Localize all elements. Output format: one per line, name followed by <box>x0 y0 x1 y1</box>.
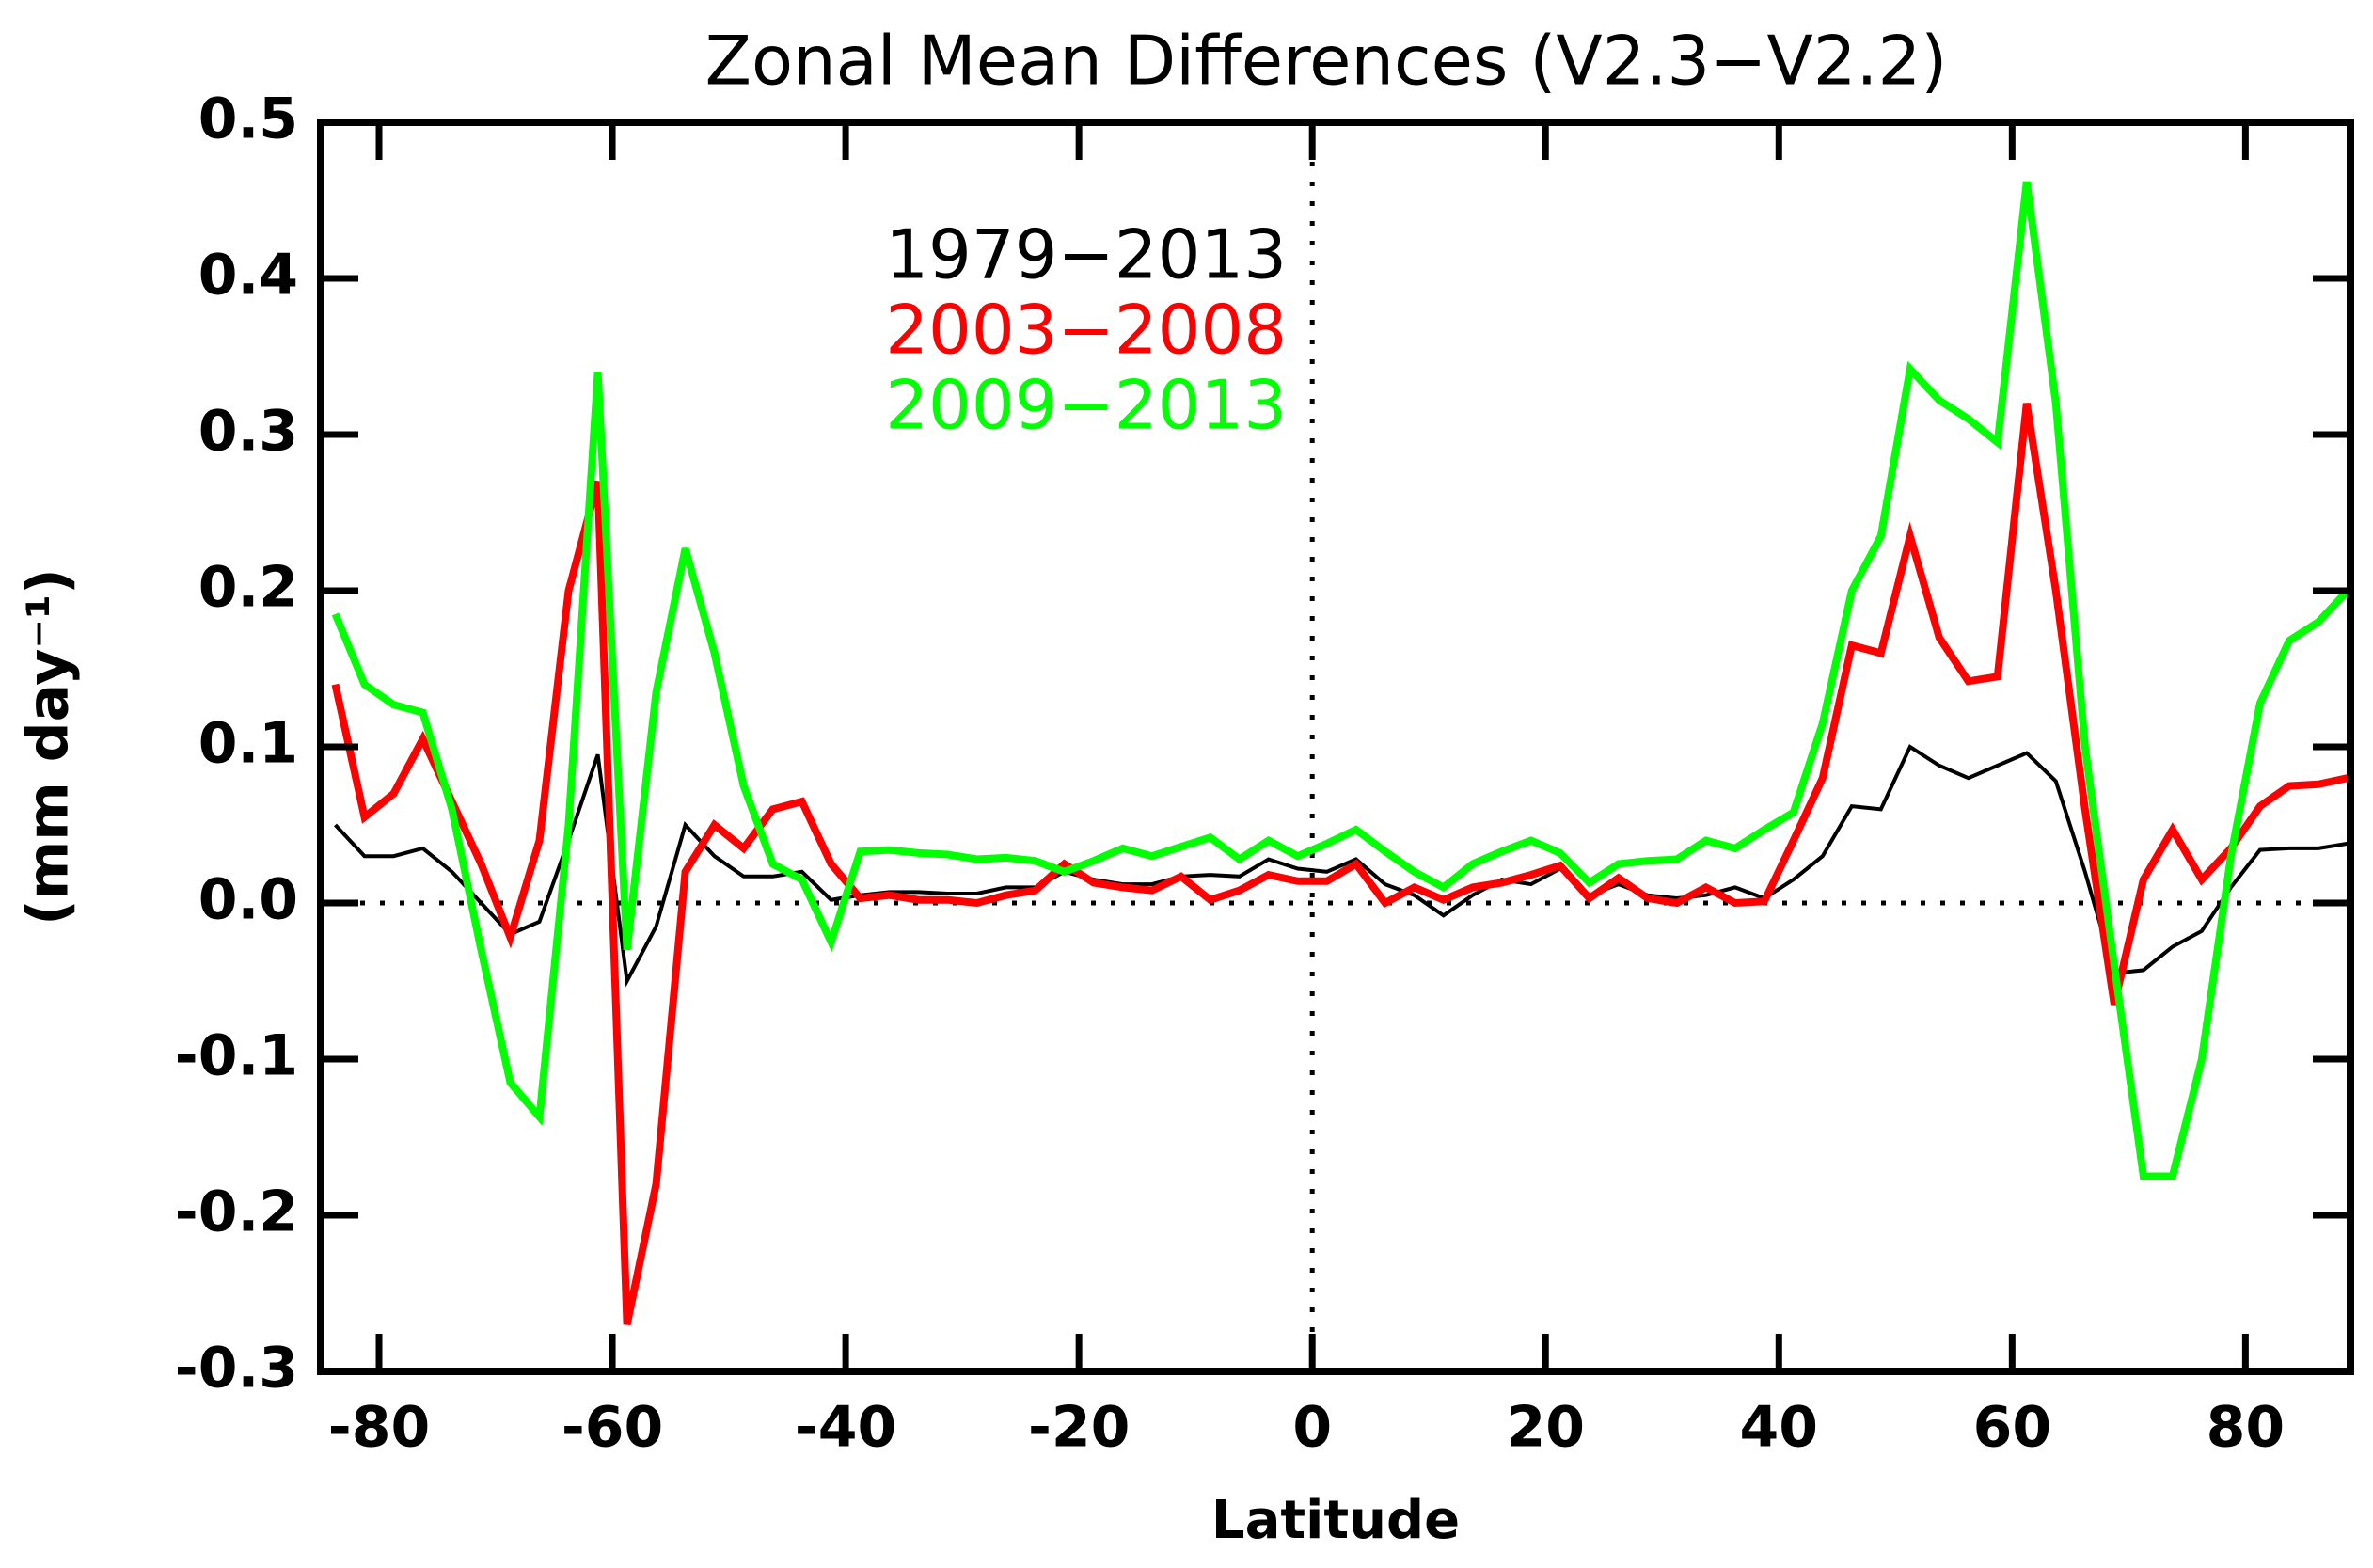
y-tick-label: -0.1 <box>175 1023 298 1089</box>
x-tick-label: 40 <box>1740 1395 1819 1461</box>
legend-entry: 1979−2013 <box>885 215 1287 294</box>
data-line <box>331 403 2349 1326</box>
y-tick-label: 0.5 <box>198 87 298 152</box>
y-tick-label: -0.3 <box>175 1336 298 1402</box>
x-tick-label: 0 <box>1292 1395 1332 1461</box>
chart-title: Zonal Mean Differences (V2.3−V2.2) <box>705 22 1948 101</box>
x-tick-label: -80 <box>328 1395 430 1461</box>
data-line <box>331 181 2350 1180</box>
y-tick-label: 0.2 <box>198 555 298 621</box>
x-tick-label: 20 <box>1506 1395 1585 1461</box>
x-tick-label: 80 <box>2207 1395 2286 1461</box>
y-tick-label: 0.4 <box>198 243 298 309</box>
y-tick-label: 0.1 <box>198 711 298 777</box>
x-tick-label: -40 <box>795 1395 896 1461</box>
x-axis-label: Latitude <box>1211 1490 1460 1551</box>
legend-entry: 2003−2008 <box>885 291 1287 370</box>
data-line <box>334 744 2349 988</box>
y-axis-label: (mm day⁻¹) <box>16 568 82 925</box>
y-tick-label: -0.2 <box>175 1180 298 1245</box>
x-tick-label: -20 <box>1028 1395 1130 1461</box>
y-tick-label: 0.0 <box>198 867 298 933</box>
x-tick-label: -60 <box>562 1395 663 1461</box>
y-tick-label: 0.3 <box>198 399 298 465</box>
legend-entry: 2009−2013 <box>885 366 1287 445</box>
x-tick-label: 60 <box>1973 1395 2052 1461</box>
